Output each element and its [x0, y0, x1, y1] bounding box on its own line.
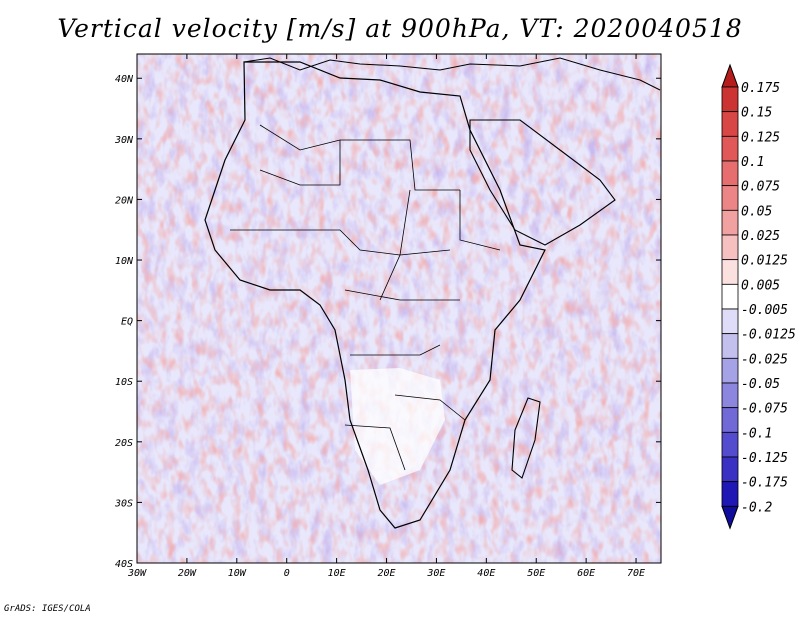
lat-label: 40S: [115, 559, 133, 570]
lat-label: 30S: [114, 498, 133, 509]
latitude-axis: 40N 30N 20N 10N EQ 10S 20S 30S 40S: [114, 74, 661, 570]
colorbar-box: [721, 456, 739, 483]
colorbar-label: -0.2: [741, 500, 772, 515]
colorbar-label: -0.005: [741, 303, 788, 318]
arabian-peninsula: [469, 119, 616, 246]
colorbar-label: -0.075: [741, 402, 788, 417]
colorbar-label: 0.05: [741, 204, 772, 219]
colorbar-label: 0.025: [741, 229, 780, 244]
madagascar: [511, 397, 541, 479]
colorbar-label: 0.125: [741, 130, 780, 145]
colorbar-label: -0.05: [741, 377, 780, 392]
lon-label: 0: [284, 568, 290, 579]
colorbar-label: -0.125: [741, 451, 788, 466]
lat-label: 10N: [115, 256, 134, 267]
colorbar-box: [721, 357, 739, 384]
country-borders: [230, 124, 501, 471]
colorbar-box: [721, 185, 739, 211]
colorbar-top-arrow: [721, 63, 739, 88]
colorbar-box: [721, 86, 739, 113]
colorbar-box: [721, 209, 739, 236]
lon-label: 70E: [627, 568, 645, 579]
colorbar-box: [721, 135, 739, 162]
map-title: Vertical velocity [m/s] at 900hPa, VT: 2…: [57, 14, 743, 43]
lat-label: 20N: [115, 195, 134, 206]
colorbar: 0.175 0.15 0.125 0.1 0.075 0.05 0.025 0.0125 0.0…: [721, 63, 796, 530]
colorbar-label: -0.175: [741, 476, 788, 491]
colorbar-label: 0.005: [741, 278, 780, 293]
colorbar-label: -0.025: [741, 352, 788, 367]
colorbar-box: [721, 234, 739, 261]
lon-label: 10E: [328, 568, 346, 579]
lon-label: 40E: [477, 568, 495, 579]
lon-label: 20E: [377, 568, 395, 579]
colorbar-box: [721, 283, 739, 310]
colorbar-box: [721, 160, 739, 187]
lat-label: 30N: [114, 135, 134, 146]
grads-credit: GrADS: IGES/COLA: [4, 604, 91, 614]
colorbar-label: 0.075: [741, 180, 780, 195]
lat-label: 40N: [115, 74, 134, 85]
colorbar-label: 0.1: [741, 155, 764, 170]
colorbar-label: 0.175: [741, 81, 780, 96]
lon-label: 30E: [426, 568, 445, 579]
colorbar-label: 0.15: [741, 106, 772, 121]
colorbar-box: [721, 382, 739, 409]
velocity-field: [137, 54, 661, 563]
lon-label: 50E: [527, 568, 545, 579]
colorbar-box: [721, 431, 739, 458]
colorbar-box: [721, 308, 739, 335]
coastline: [204, 61, 546, 529]
lat-label: 20S: [115, 438, 133, 449]
lon-label: 10W: [228, 568, 247, 579]
colorbar-box: [721, 333, 739, 359]
longitude-axis: 30W 20W 10W 0 10E 20E 30E 40E 50E 60E 70E: [127, 54, 645, 579]
colorbar-label: 0.0125: [741, 254, 788, 269]
colorbar-box: [721, 111, 739, 137]
europe-coast: [243, 57, 661, 91]
colorbar-label: -0.1: [741, 426, 772, 441]
colorbar-box: [721, 481, 739, 507]
colorbar-box: [721, 259, 739, 285]
colorbar-bottom-arrow: [721, 505, 739, 530]
lon-label: 30W: [127, 568, 147, 579]
lat-label: 10S: [115, 377, 133, 388]
lon-label: 60E: [577, 568, 595, 579]
lat-label: EQ: [121, 317, 133, 328]
map-frame: [136, 53, 662, 564]
colorbar-label: -0.0125: [741, 328, 796, 343]
colorbar-box: [721, 407, 739, 433]
lon-label: 20W: [178, 568, 197, 579]
